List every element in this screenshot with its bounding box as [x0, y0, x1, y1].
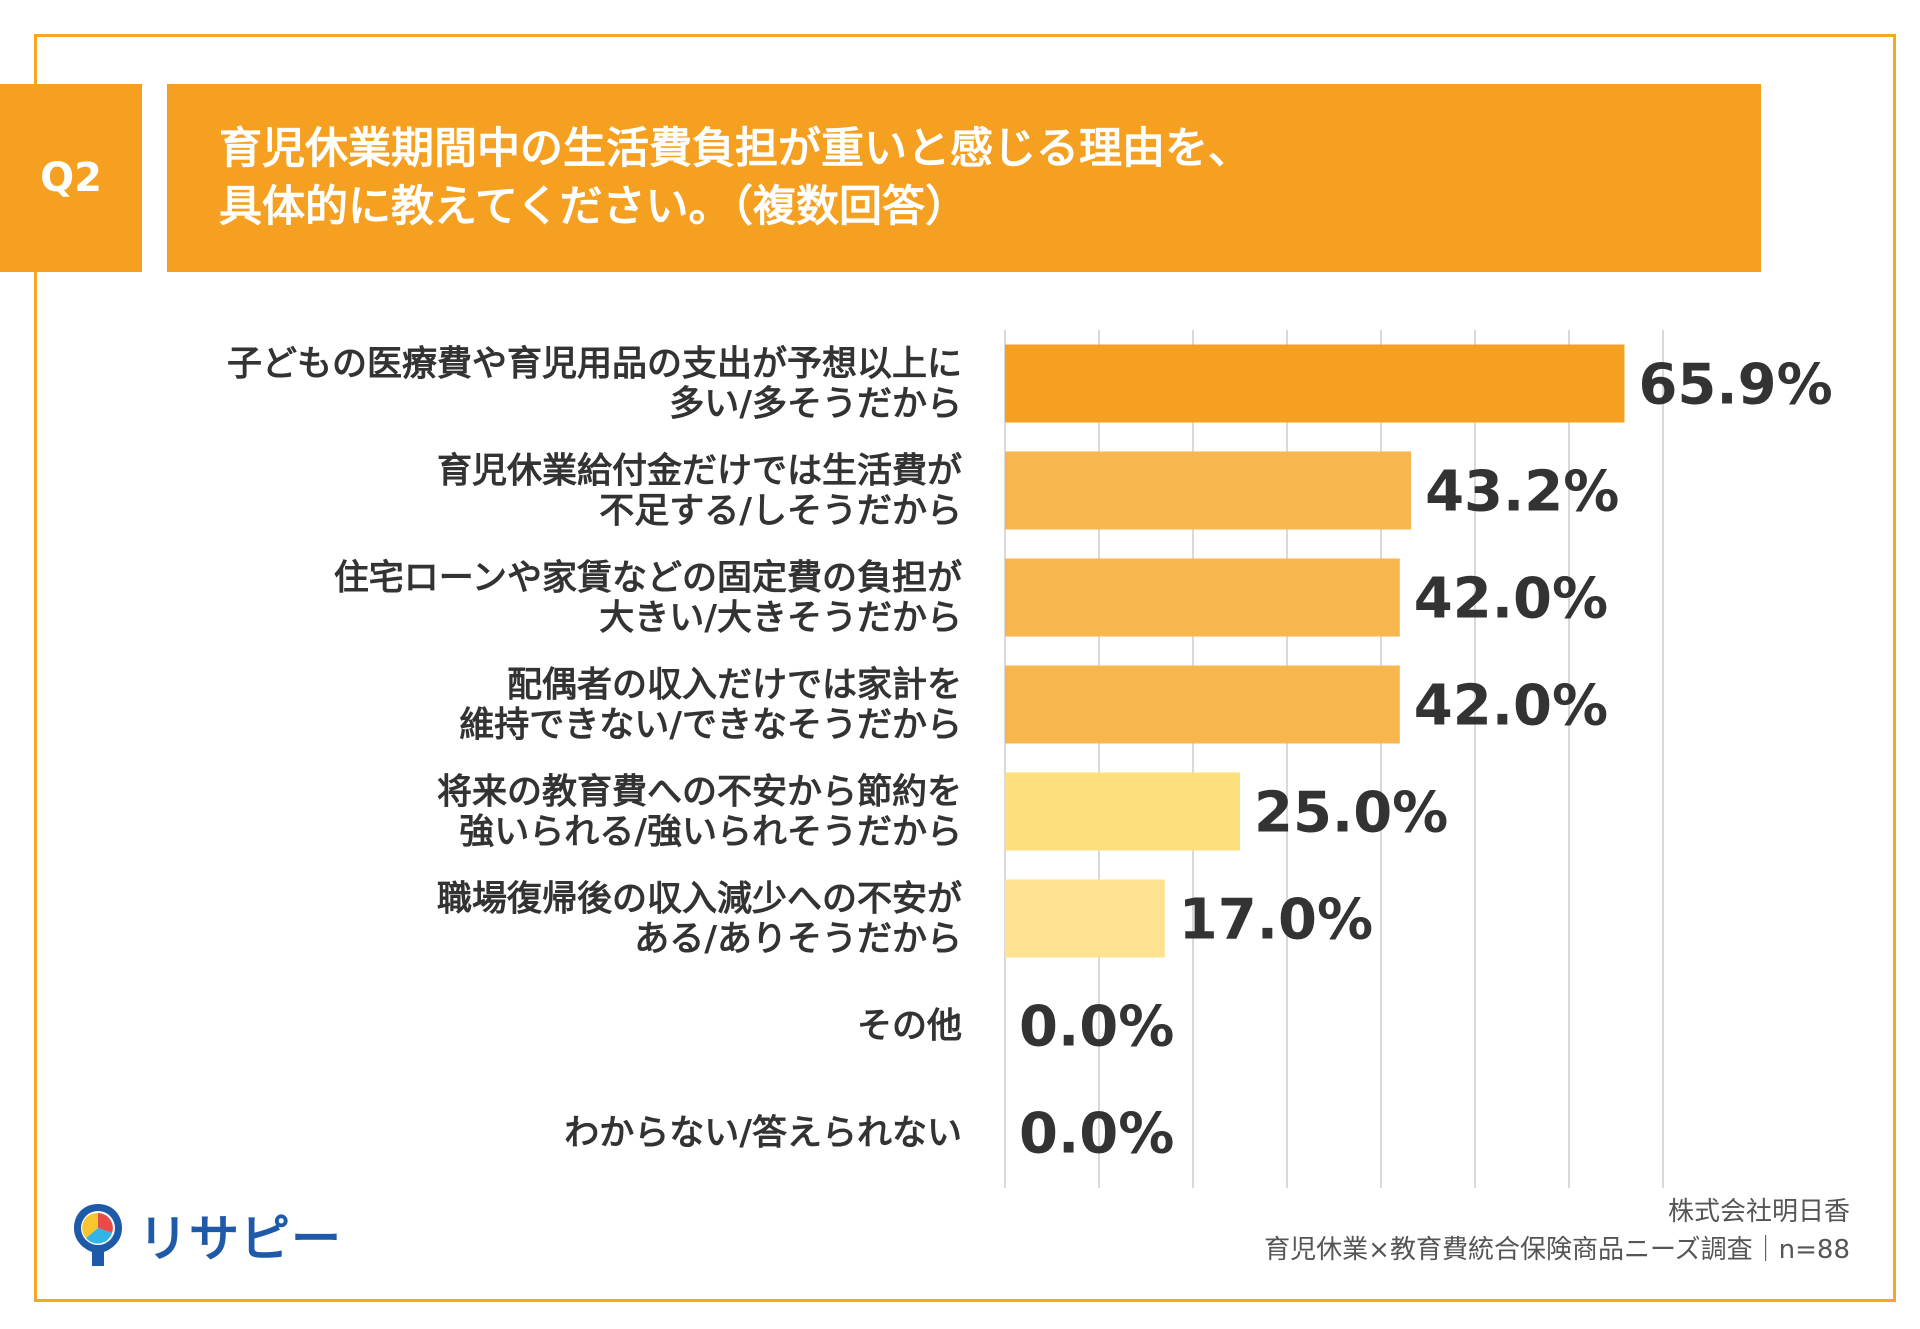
value-label: 43.2% [1425, 460, 1619, 525]
category-label: 配偶者の収入だけでは家計を [507, 666, 962, 706]
category-label: 大きい/大きそうだから [599, 599, 962, 639]
chart-frame [34, 34, 1896, 1302]
category-label: 強いられる/強いられそうだから [459, 813, 962, 853]
category-label: 将来の教育費への不安から節約を [437, 773, 962, 813]
category-label: 子どもの医療費や育児用品の支出が予想以上に [227, 345, 962, 385]
value-label: 17.0% [1179, 888, 1373, 953]
bar [1005, 879, 1165, 958]
bar [1005, 772, 1240, 851]
logo-text: リサピー [138, 1210, 342, 1268]
value-label: 25.0% [1254, 781, 1448, 846]
category-label: 育児休業給付金だけでは生活費が [437, 451, 962, 492]
pin-logo-icon [74, 1204, 122, 1266]
bar [1005, 344, 1625, 423]
value-label: 0.0% [1019, 995, 1174, 1060]
title-line-1: 育児休業期間中の生活費負担が重いと感じる理由を、 [219, 124, 1251, 174]
value-label: 42.0% [1414, 567, 1608, 632]
category-label: 維持できない/できなそうだから [459, 706, 962, 746]
category-label: 住宅ローンや家賃などの固定費の負担が [334, 558, 962, 599]
title-band: 育児休業期間中の生活費負担が重いと感じる理由を、 具体的に教えてください。（複数… [167, 84, 1761, 272]
value-label: 65.9% [1638, 353, 1832, 418]
category-label: わからない/答えられない [564, 1114, 962, 1154]
bar [1005, 558, 1400, 637]
value-label: 0.0% [1019, 1102, 1174, 1167]
category-label: 不足する/しそうだから [599, 492, 962, 532]
category-label: その他 [857, 1007, 962, 1047]
title-line-2: 具体的に教えてください。（複数回答） [219, 182, 969, 232]
value-label: 42.0% [1414, 674, 1608, 739]
logo: リサピー [70, 1200, 342, 1270]
source-note: 株式会社明日香 育児休業×教育費統合保険商品ニーズ調査｜n=88 [1264, 1193, 1850, 1269]
bar [1005, 665, 1400, 744]
category-label: 多い/多そうだから [669, 385, 962, 425]
source-line-1: 株式会社明日香 [1667, 1197, 1850, 1227]
question-title: 育児休業期間中の生活費負担が重いと感じる理由を、 具体的に教えてください。（複数… [219, 120, 1251, 236]
question-badge: Q2 [0, 84, 142, 272]
category-label: ある/ありそうだから [634, 920, 962, 960]
source-line-2: 育児休業×教育費統合保険商品ニーズ調査｜n=88 [1264, 1235, 1850, 1265]
category-label: 職場復帰後の収入減少への不安が [437, 880, 962, 920]
bar [1005, 451, 1412, 530]
